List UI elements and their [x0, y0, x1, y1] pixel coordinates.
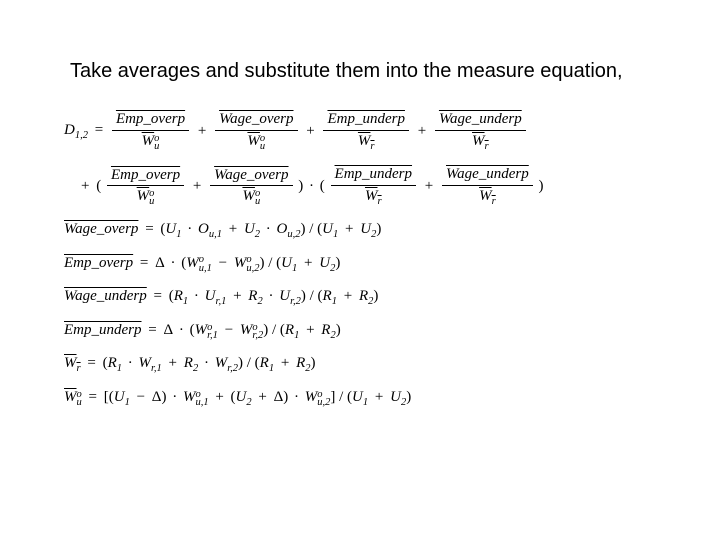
frac-6: Wage_overp Wou — [210, 167, 292, 207]
eq-wage-overp: Wage_overp = (U1 · Ou,1 + U2 · Ou,2) / (… — [64, 221, 670, 241]
eq-emp-overp: Emp_overp = Δ · (Wou,1 − Wou,2) / (U1 + … — [64, 255, 670, 275]
eq-wr-bar: Wr = (R1 · Wr,1 + R2 · Wr,2) / (R1 + R2) — [64, 355, 670, 375]
frac-2: Wage_overp Wou — [215, 111, 297, 151]
eq-emp-underp: Emp_underp = Δ · (Wor,1 − Wor,2) / (R1 +… — [64, 322, 670, 342]
frac-5: Emp_overp Wou — [107, 167, 184, 207]
op-eq: = — [95, 122, 103, 138]
eq-d12-line1: D1,2 = Emp_overp Wou + Wage_overp Wou + … — [64, 111, 670, 152]
sym-d-sub: 1,2 — [75, 130, 88, 141]
den-wuo: W — [142, 133, 155, 149]
sym-d: D — [64, 122, 75, 138]
eq-wuo-bar: Wou = [(U1 − Δ) · Wou,1 + (U2 + Δ) · Wou… — [64, 389, 670, 409]
slide-title: Take averages and substitute them into t… — [50, 60, 670, 83]
eq-d12-line2: + ( Emp_overp Wou + Wage_overp Wou ) · (… — [78, 166, 670, 207]
frac-4: Wage_underp Wr — [435, 111, 526, 152]
frac-8: Wage_underp Wr — [442, 166, 533, 207]
frac-7: Emp_underp Wr — [331, 166, 417, 207]
equation-block: D1,2 = Emp_overp Wou + Wage_overp Wou + … — [50, 111, 670, 408]
num-empoverp: Emp_overp — [116, 111, 185, 127]
slide: Take averages and substitute them into t… — [0, 0, 720, 462]
eq-wage-underp: Wage_underp = (R1 · Ur,1 + R2 · Ur,2) / … — [64, 288, 670, 308]
frac-3: Emp_underp Wr — [323, 111, 409, 152]
frac-1: Emp_overp Wou — [112, 111, 189, 151]
